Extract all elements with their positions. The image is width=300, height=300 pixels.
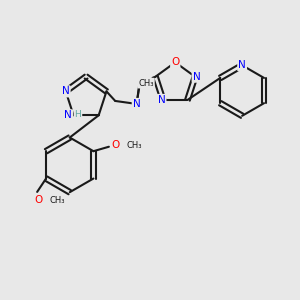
Text: O: O <box>171 57 179 67</box>
Text: N: N <box>238 60 246 70</box>
Text: O: O <box>111 140 120 150</box>
Text: H: H <box>75 110 81 119</box>
Text: CH₃: CH₃ <box>138 79 154 88</box>
Text: N: N <box>193 72 200 82</box>
Text: N: N <box>62 86 70 96</box>
Text: CH₃: CH₃ <box>49 196 64 205</box>
Text: CH₃: CH₃ <box>126 141 142 150</box>
Text: N: N <box>133 99 140 109</box>
Text: O: O <box>34 195 43 205</box>
Text: N: N <box>64 110 72 120</box>
Text: N: N <box>158 95 165 105</box>
